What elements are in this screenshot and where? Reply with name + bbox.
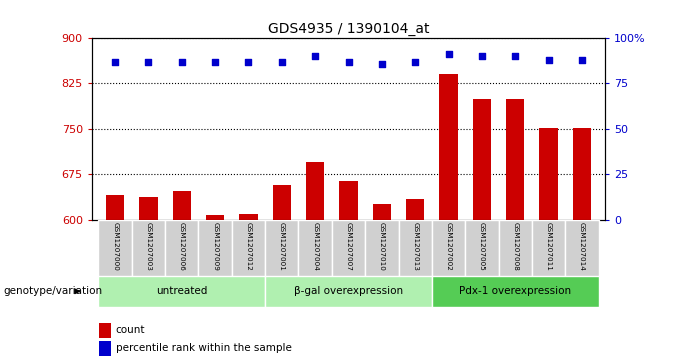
Bar (573, 128, 591, 220)
Bar (132, 220, 165, 276)
Bar (373, 204, 391, 220)
Bar (99, 341, 111, 356)
Text: GSM1207003: GSM1207003 (146, 222, 152, 271)
Text: count: count (116, 325, 145, 335)
Text: Pdx-1 overexpression: Pdx-1 overexpression (459, 286, 571, 296)
Point (577, 57, 588, 63)
Bar (265, 220, 299, 276)
Text: GSM1207004: GSM1207004 (312, 222, 318, 271)
Text: genotype/variation: genotype/variation (3, 286, 103, 296)
Bar (339, 181, 358, 220)
Bar (439, 74, 458, 220)
Text: GSM1207009: GSM1207009 (212, 222, 218, 271)
Point (243, 59, 254, 65)
Text: GSM1207013: GSM1207013 (412, 222, 418, 271)
Point (143, 59, 154, 65)
Bar (232, 220, 265, 276)
Bar (332, 220, 365, 276)
Bar (565, 220, 598, 276)
Bar (473, 99, 491, 220)
Bar (365, 220, 398, 276)
Bar (199, 220, 232, 276)
Bar (532, 220, 565, 276)
Text: GSM1207010: GSM1207010 (379, 222, 385, 271)
Bar (165, 220, 199, 276)
Text: GSM1207011: GSM1207011 (545, 222, 551, 271)
Text: percentile rank within the sample: percentile rank within the sample (116, 343, 292, 354)
Text: GSM1207001: GSM1207001 (279, 222, 285, 271)
Bar (173, 191, 191, 220)
Point (176, 59, 187, 65)
Point (343, 59, 354, 65)
Bar (432, 276, 598, 307)
Point (410, 59, 421, 65)
Bar (99, 276, 265, 307)
Text: GSM1207007: GSM1207007 (345, 222, 352, 271)
Bar (465, 220, 498, 276)
Point (209, 59, 220, 65)
Bar (206, 215, 224, 220)
Text: β-gal overexpression: β-gal overexpression (294, 286, 403, 296)
Text: GSM1207000: GSM1207000 (112, 222, 118, 271)
Point (510, 53, 521, 59)
Text: untreated: untreated (156, 286, 207, 296)
Bar (406, 199, 424, 220)
Point (309, 53, 320, 59)
Text: GSM1207012: GSM1207012 (245, 222, 252, 271)
Point (443, 52, 454, 57)
Bar (265, 276, 432, 307)
Title: GDS4935 / 1390104_at: GDS4935 / 1390104_at (268, 22, 429, 36)
Text: GSM1207002: GSM1207002 (445, 222, 452, 271)
Bar (299, 220, 332, 276)
Bar (239, 214, 258, 220)
Text: GSM1207014: GSM1207014 (579, 222, 585, 271)
Bar (398, 220, 432, 276)
Bar (539, 128, 558, 220)
Point (377, 61, 388, 66)
Point (543, 57, 554, 63)
Bar (106, 195, 124, 220)
Bar (99, 323, 111, 338)
Bar (273, 185, 291, 220)
Text: GSM1207005: GSM1207005 (479, 222, 485, 271)
Bar (506, 99, 524, 220)
Bar (498, 220, 532, 276)
Point (276, 59, 287, 65)
Text: GSM1207008: GSM1207008 (512, 222, 518, 271)
Bar (432, 220, 465, 276)
Bar (99, 220, 132, 276)
Bar (139, 197, 158, 220)
Point (477, 53, 488, 59)
Point (109, 59, 120, 65)
Text: GSM1207006: GSM1207006 (179, 222, 185, 271)
Bar (306, 162, 324, 220)
